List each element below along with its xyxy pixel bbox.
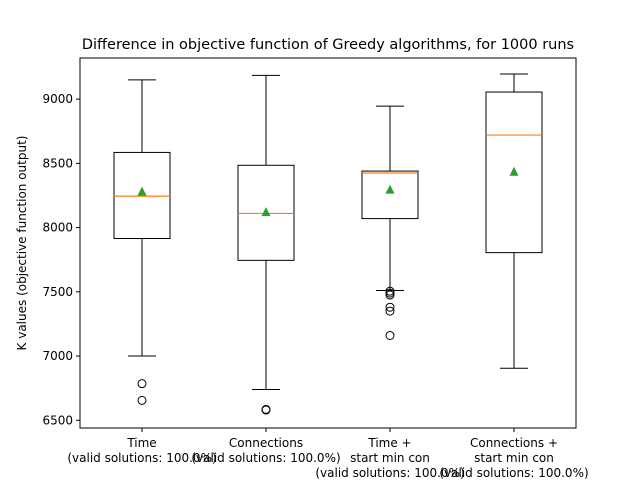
x-tick-label: Connections + start min con (valid solutio… — [439, 436, 588, 480]
outlier-point — [137, 379, 147, 389]
outlier-point — [385, 306, 395, 316]
x-tick-label-line: Connections + — [470, 436, 558, 450]
x-tick-label-line: (valid solutions: 100.0%) — [191, 451, 340, 465]
x-tick-label-line: (valid solutions: 100.0%) — [67, 451, 216, 465]
x-tick-label-line: Time — [126, 436, 156, 450]
mean-marker — [261, 207, 271, 217]
x-tick-label-line: Connections — [229, 436, 303, 450]
box-iqr — [113, 151, 171, 240]
x-tick-label: Time + start min con (valid solutions: 100… — [315, 436, 464, 480]
y-tick-label: 8500 — [42, 156, 73, 170]
mean-marker — [509, 166, 519, 176]
y-tick-label: 8000 — [42, 221, 73, 235]
x-tick-label: Connections (valid solutions: 100.0%) — [191, 436, 340, 465]
x-tick-label-line: (valid solutions: 100.0%) — [439, 466, 588, 480]
outlier-point — [385, 331, 395, 340]
mean-marker — [137, 186, 147, 196]
x-tick-label-line: start min con — [474, 451, 554, 465]
box-iqr — [237, 164, 295, 261]
outlier-point — [385, 302, 395, 312]
y-tick-label: 7500 — [42, 285, 73, 299]
x-tick-label-line: Time + — [367, 436, 411, 450]
x-tick-label-line: (valid solutions: 100.0%) — [315, 466, 464, 480]
mean-marker — [385, 184, 395, 194]
outlier-point — [137, 395, 147, 405]
plot-frame — [79, 57, 577, 429]
outlier-point — [261, 404, 271, 414]
x-tick-label-line: start min con — [350, 451, 430, 465]
y-tick-label: 7000 — [42, 349, 73, 363]
outlier-point — [385, 290, 395, 300]
box-iqr — [485, 91, 543, 254]
y-axis-label: K values (objective function output) — [15, 136, 29, 351]
y-tick-label: 9000 — [42, 92, 73, 106]
box-iqr — [361, 170, 419, 220]
chart-title: Difference in objective function of Gree… — [82, 37, 574, 53]
x-tick-label: Time (valid solutions: 100.0%) — [67, 436, 216, 465]
y-tick-label: 6500 — [42, 413, 73, 427]
